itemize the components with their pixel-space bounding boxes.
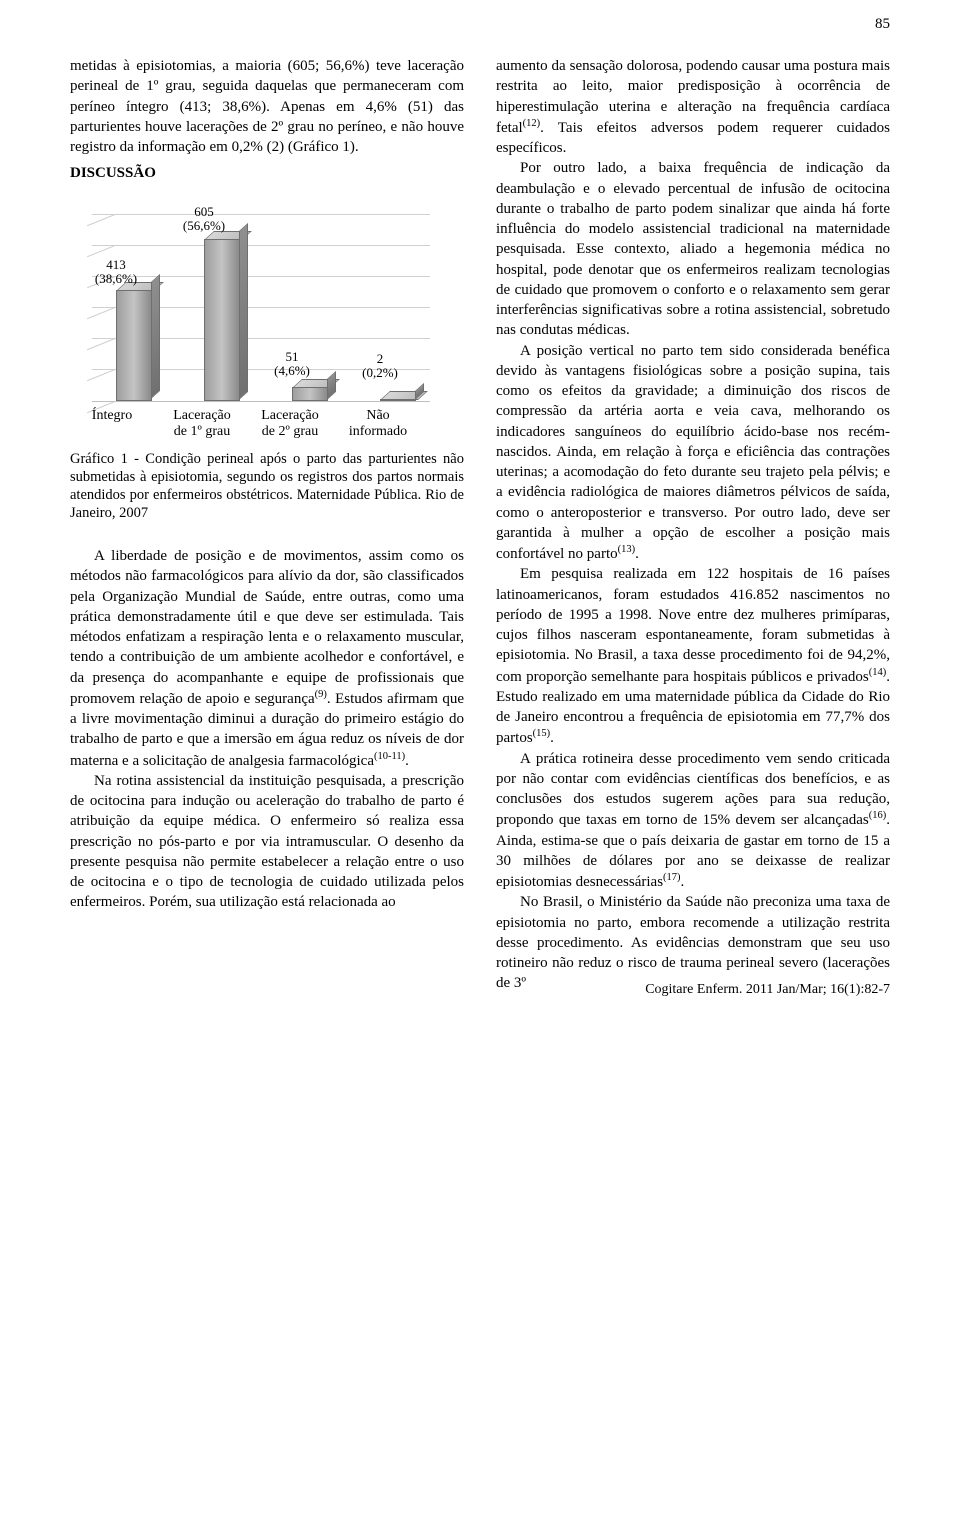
x-label-3: Nãoinformado [336, 408, 420, 440]
right-p5: A prática rotineira desse procedimento v… [496, 749, 890, 893]
bar-nao [380, 399, 416, 401]
chart-caption: Gráfico 1 - Condição perineal após o par… [70, 450, 464, 523]
right-p3: A posição vertical no parto tem sido con… [496, 341, 890, 565]
ref-15: (15) [533, 728, 551, 739]
left-p2a: A liberdade de posição e de movimentos, … [70, 548, 464, 707]
right-p5c: . [681, 874, 685, 890]
x-label-0: Íntegro [70, 408, 154, 424]
journal-footer: Cogitare Enferm. 2011 Jan/Mar; 16(1):82-… [645, 981, 890, 1000]
right-p4a: Em pesquisa realizada em 122 hospitais d… [496, 566, 890, 684]
right-p3a: A posição vertical no parto tem sido con… [496, 343, 890, 563]
left-p2c: . [405, 753, 409, 769]
ref-10-11: (10-11) [374, 751, 405, 762]
bar-label-3: 2(0,2%) [340, 352, 420, 382]
ref-17: (17) [663, 872, 681, 883]
left-p1: metidas à episiotomias, a maioria (605; … [70, 56, 464, 157]
x-label-1: Laceraçãode 1º grau [160, 408, 244, 440]
left-p2: A liberdade de posição e de movimentos, … [70, 546, 464, 771]
ref-13: (13) [618, 544, 636, 555]
right-p1b: . Tais efeitos adversos podem requerer c… [496, 120, 890, 156]
right-p1: aumento da sensação dolorosa, podendo ca… [496, 56, 890, 158]
bar-label-1: 605(56,6%) [164, 205, 244, 235]
right-p6: No Brasil, o Ministério da Saúde não pre… [496, 892, 890, 993]
chart-wrapper: 413(38,6%) 605(56,6%) 51(4,6%) 2(0,2%) Í… [70, 190, 464, 440]
bar-label-2: 51(4,6%) [252, 350, 332, 380]
ref-9: (9) [315, 689, 327, 700]
bar-chart: 413(38,6%) 605(56,6%) 51(4,6%) 2(0,2%) Í… [70, 190, 440, 440]
bar-lac2 [292, 387, 328, 401]
section-heading-discussao: DISCUSSÃO [70, 163, 464, 183]
left-p3: Na rotina assistencial da instituição pe… [70, 771, 464, 913]
bar-integro [116, 290, 152, 400]
two-column-layout: metidas à episiotomias, a maioria (605; … [70, 56, 890, 994]
right-p2: Por outro lado, a baixa frequência de in… [496, 158, 890, 340]
right-p4c: . [550, 730, 554, 746]
ref-16: (16) [869, 810, 887, 821]
left-column: metidas à episiotomias, a maioria (605; … [70, 56, 464, 994]
right-column: aumento da sensação dolorosa, podendo ca… [496, 56, 890, 994]
x-label-2: Laceraçãode 2º grau [248, 408, 332, 440]
page-number: 85 [875, 14, 890, 34]
right-p4: Em pesquisa realizada em 122 hospitais d… [496, 564, 890, 748]
bar-label-0: 413(38,6%) [76, 258, 156, 288]
ref-14: (14) [869, 667, 887, 678]
bar-lac1 [204, 239, 240, 401]
right-p3b: . [635, 546, 639, 562]
right-p5a: A prática rotineira desse procedimento v… [496, 751, 890, 829]
ref-12: (12) [523, 118, 541, 129]
